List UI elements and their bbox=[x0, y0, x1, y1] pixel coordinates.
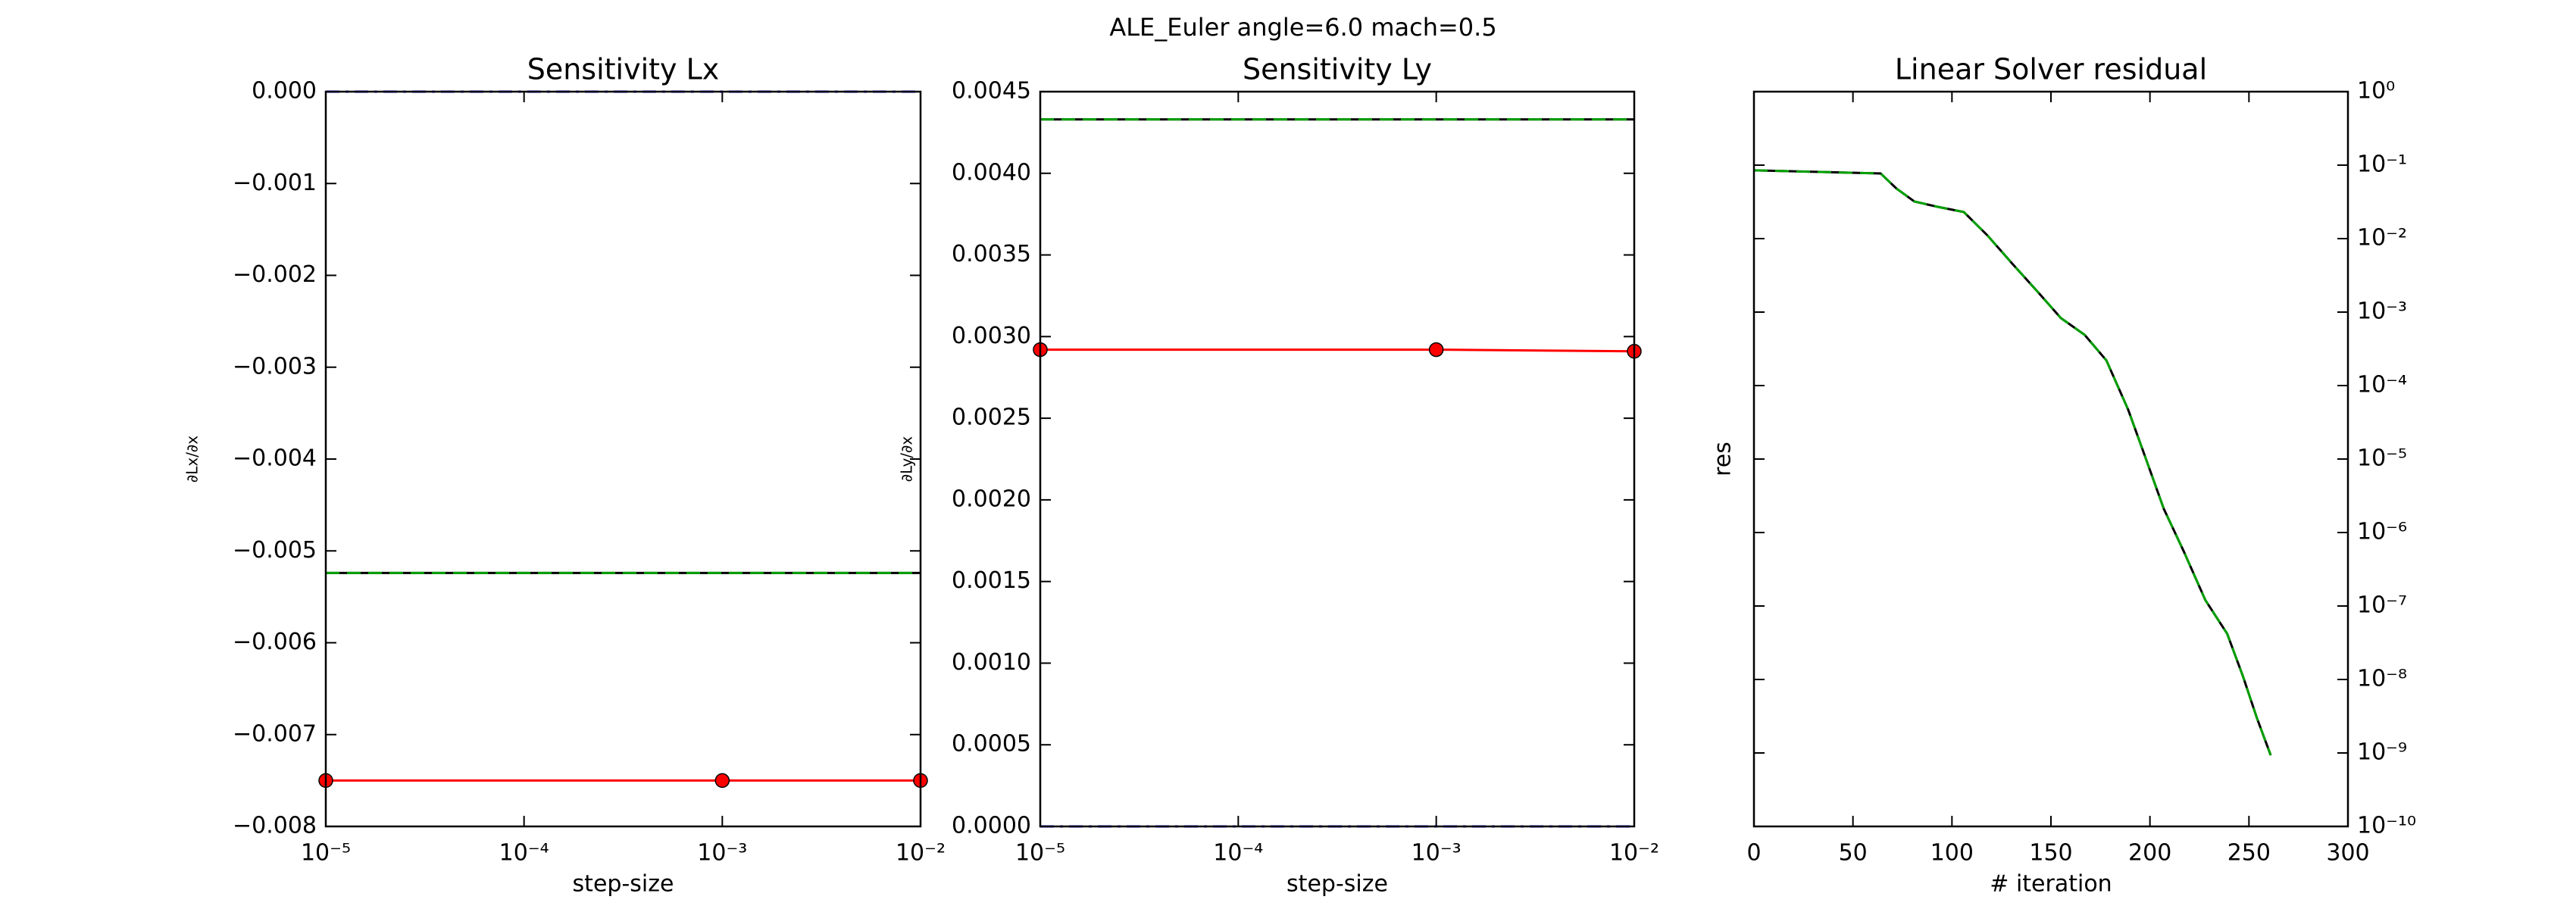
x-axis-label: step-size bbox=[573, 871, 674, 898]
y-tick-label: 0.0010 bbox=[952, 649, 1031, 676]
suptitle: ALE_Euler angle=6.0 mach=0.5 bbox=[1109, 13, 1496, 42]
axes-title: Sensitivity Lx bbox=[527, 53, 720, 86]
x-tick-label: 10⁻³ bbox=[697, 840, 747, 867]
y-tick-label: 10⁻⁸ bbox=[2357, 666, 2407, 692]
x-tick-label: 200 bbox=[2128, 840, 2171, 867]
y-axis-label: ∂Lx/∂x bbox=[183, 436, 202, 483]
y-tick-label: 0.0015 bbox=[952, 567, 1031, 594]
y-tick-label: −0.007 bbox=[233, 720, 317, 747]
y-tick-label: −0.002 bbox=[233, 261, 317, 288]
x-tick-label: 10⁻⁵ bbox=[1015, 840, 1065, 867]
x-tick-label: 10⁻⁴ bbox=[499, 840, 549, 867]
y-tick-label: 10⁻⁷ bbox=[2357, 592, 2407, 619]
y-tick-label: 0.0025 bbox=[952, 405, 1031, 431]
y-tick-label: 0.0040 bbox=[952, 159, 1031, 186]
axes-title: Linear Solver residual bbox=[1895, 53, 2207, 86]
y-tick-label: 10⁻² bbox=[2357, 225, 2407, 251]
series-line bbox=[1753, 169, 2272, 756]
x-tick-label: 300 bbox=[2326, 840, 2369, 867]
y-axis-label: res bbox=[1710, 442, 1737, 476]
y-tick-label: 0.0030 bbox=[952, 323, 1031, 349]
y-tick-label: 10⁻⁵ bbox=[2357, 445, 2407, 472]
series-marker bbox=[1428, 342, 1444, 358]
x-tick-label: 10⁻³ bbox=[1411, 840, 1462, 867]
axes: Sensitivity Ly step-size ∂Ly/∂x 10⁻⁵ 10⁻⁴ 10⁻… bbox=[898, 53, 1660, 898]
axes-frame bbox=[1752, 90, 2349, 828]
y-tick-label: 10⁻¹ bbox=[2357, 152, 2407, 178]
y-tick-label: −0.004 bbox=[233, 445, 317, 472]
series-line bbox=[1040, 348, 1635, 353]
axes-frame bbox=[324, 90, 922, 828]
y-tick-label: −0.005 bbox=[233, 537, 317, 564]
y-tick-label: 0.0005 bbox=[952, 731, 1031, 758]
x-tick-label: 50 bbox=[1839, 840, 1868, 867]
axes: Sensitivity Lx step-size ∂Lx/∂x 10⁻⁵ 10⁻⁴ 10⁻… bbox=[183, 53, 946, 898]
y-tick-label: 10⁰ bbox=[2357, 78, 2395, 105]
x-tick-label: 100 bbox=[1930, 840, 1974, 867]
x-tick-label: 250 bbox=[2227, 840, 2271, 867]
axes: Linear Solver residual # iteration res 0 50 1… bbox=[1710, 53, 2417, 898]
y-tick-label: 10⁻⁴ bbox=[2357, 372, 2407, 398]
x-tick-label: 10⁻⁴ bbox=[1213, 840, 1263, 867]
y-tick-label: 10⁻¹⁰ bbox=[2357, 813, 2416, 839]
x-tick-label: 0 bbox=[1746, 840, 1761, 867]
y-tick-label: 0.0020 bbox=[952, 486, 1031, 512]
series-line bbox=[1753, 169, 2272, 756]
y-tick-label: −0.003 bbox=[233, 353, 317, 380]
y-axis-label: ∂Ly/∂x bbox=[898, 436, 916, 483]
y-tick-label: 0.0035 bbox=[952, 241, 1031, 267]
axes-title: Sensitivity Ly bbox=[1243, 53, 1432, 86]
y-tick-label: −0.001 bbox=[233, 170, 317, 196]
x-axis-label: step-size bbox=[1286, 871, 1388, 898]
series-marker bbox=[714, 773, 730, 789]
x-tick-label: 10⁻⁵ bbox=[301, 840, 351, 867]
y-tick-label: 10⁻³ bbox=[2357, 298, 2407, 325]
x-tick-label: 10⁻² bbox=[896, 840, 946, 867]
x-axis-label: # iteration bbox=[1990, 871, 2112, 898]
y-tick-label: −0.006 bbox=[233, 629, 317, 655]
x-tick-label: 150 bbox=[2029, 840, 2072, 867]
x-tick-label: 10⁻² bbox=[1609, 840, 1659, 867]
y-tick-label: 10⁻⁹ bbox=[2357, 739, 2407, 766]
axes-frame bbox=[1039, 90, 1636, 828]
y-tick-label: −0.008 bbox=[233, 813, 317, 839]
y-tick-label: 10⁻⁶ bbox=[2357, 519, 2407, 545]
y-tick-label: 0.0000 bbox=[952, 813, 1031, 839]
y-tick-label: 0.0045 bbox=[952, 78, 1031, 105]
y-tick-label: 0.000 bbox=[252, 78, 317, 105]
